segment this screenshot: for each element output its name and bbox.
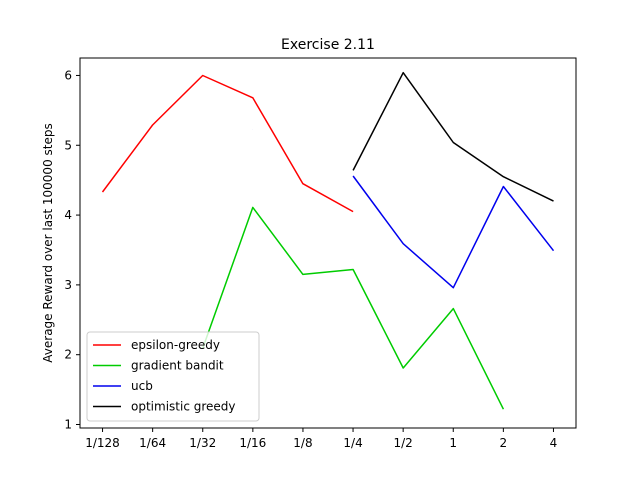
y-tick-label: 1 [64, 418, 72, 432]
legend-label: epsilon-greedy [131, 338, 220, 352]
legend-box [86, 331, 260, 422]
x-tick-label: 4 [550, 436, 558, 450]
series-optimistic-greedy [352, 71, 554, 202]
x-tick-label: 1/32 [189, 436, 216, 450]
series-ucb [252, 129, 555, 289]
legend-label: gradient bandit [131, 359, 224, 373]
y-tick-label: 3 [64, 278, 72, 292]
y-tick-label: 2 [64, 348, 72, 362]
y-tick-label: 6 [64, 68, 72, 82]
x-tick-label: 1 [449, 436, 457, 450]
legend-label: optimistic greedy [131, 400, 236, 414]
x-tick-label: 1/128 [85, 436, 120, 450]
legend: epsilon-greedy gradient bandit ucb optimist… [86, 331, 260, 422]
x-tick-label: 1/64 [139, 436, 166, 450]
x-tick-label: 1/8 [293, 436, 312, 450]
x-tick-label: 2 [500, 436, 508, 450]
series-line [352, 71, 554, 202]
y-tick-label: 5 [64, 138, 72, 152]
legend-label: ucb [131, 379, 153, 393]
series-epsilon-greedy [101, 74, 354, 213]
plot-area [79, 57, 577, 429]
x-axis: 1/128 1/64 1/32 1/16 1/8 1/4 1/2 1 2 4 [85, 428, 557, 450]
series-layer [101, 71, 555, 410]
y-axis: 1 2 3 4 5 6 [64, 68, 80, 432]
series-line [352, 175, 555, 289]
plot-frame [79, 57, 577, 429]
series-line [101, 74, 354, 213]
chart-title: Exercise 2.11 [281, 37, 375, 53]
x-tick-label: 1/2 [393, 436, 412, 450]
x-tick-label: 1/16 [239, 436, 266, 450]
x-tick-label: 1/4 [343, 436, 362, 450]
y-tick-label: 4 [64, 208, 72, 222]
y-axis-label: Average Reward over last 100000 steps [41, 123, 55, 362]
